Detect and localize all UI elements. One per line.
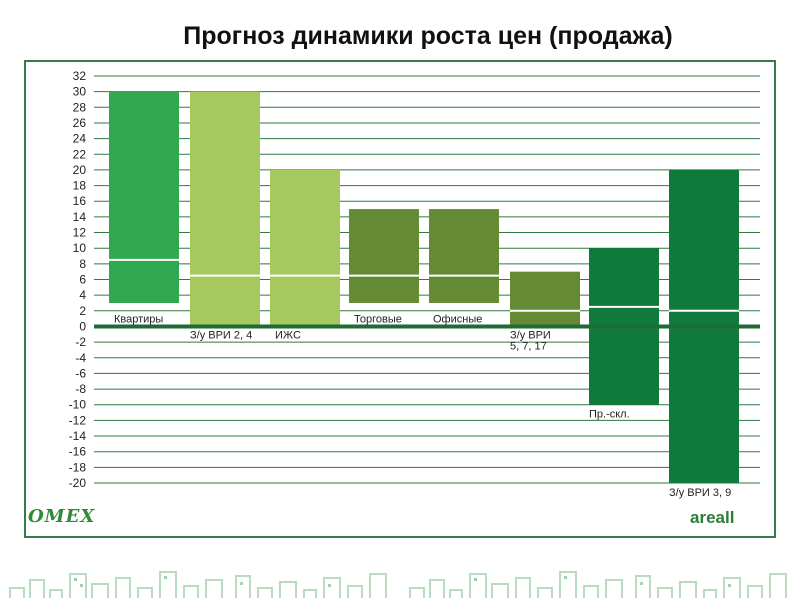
y-tick-label: -4 [75,351,86,365]
range-bar [349,209,419,303]
category-label: Торговые [354,313,402,325]
y-tick-label: 32 [73,69,87,83]
category-label: Квартиры [114,313,163,325]
y-tick-label: 8 [79,257,86,271]
y-tick-label: 4 [79,288,86,302]
category-label: З/у ВРИ 2, 4 [190,329,252,341]
y-tick-label: 26 [73,116,87,130]
y-tick-label: 30 [73,85,87,99]
category-label: Пр.-скл. [589,409,630,421]
y-tick-label: 16 [73,194,87,208]
y-tick-label: 18 [73,179,87,193]
y-tick-label: -12 [69,413,87,427]
areall-logo: areall [690,508,735,527]
range-bar [270,169,340,327]
range-bar [109,91,179,303]
y-tick-label: -20 [69,476,87,490]
category-label: З/у ВРИ 5, 7, 17 [510,329,551,352]
category-label: ИЖС [275,329,301,341]
y-tick-label: 6 [79,273,86,287]
y-tick-label: -16 [69,445,87,459]
y-tick-label: 22 [73,147,87,161]
y-tick-label: 12 [73,226,87,240]
y-tick-label: 14 [73,210,87,224]
y-tick-label: -2 [75,335,86,349]
range-bar [510,271,580,327]
y-tick-label: 28 [73,100,87,114]
omex-logo: ОМЕХ [28,506,96,527]
range-bar [190,91,260,327]
page-title: Прогноз динамики роста цен (продажа) [183,22,673,50]
y-tick-label: -6 [75,366,86,380]
y-tick-label: 10 [73,241,87,255]
category-label: Офисные [433,313,482,325]
y-tick-label: -14 [69,429,87,443]
y-tick-label: 24 [73,132,87,146]
category-label: З/у ВРИ 3, 9 [669,487,731,499]
range-bar [429,209,499,303]
city-skyline-decoration [9,571,787,598]
y-tick-label: 0 [79,319,86,333]
y-tick-label: -8 [75,382,86,396]
y-tick-label: -18 [69,460,87,474]
price-forecast-chart: 32302826242220181614121086420-2-4-6-8-10… [69,69,760,499]
y-tick-label: 2 [79,304,86,318]
y-tick-label: -10 [69,398,87,412]
y-tick-label: 20 [73,163,87,177]
